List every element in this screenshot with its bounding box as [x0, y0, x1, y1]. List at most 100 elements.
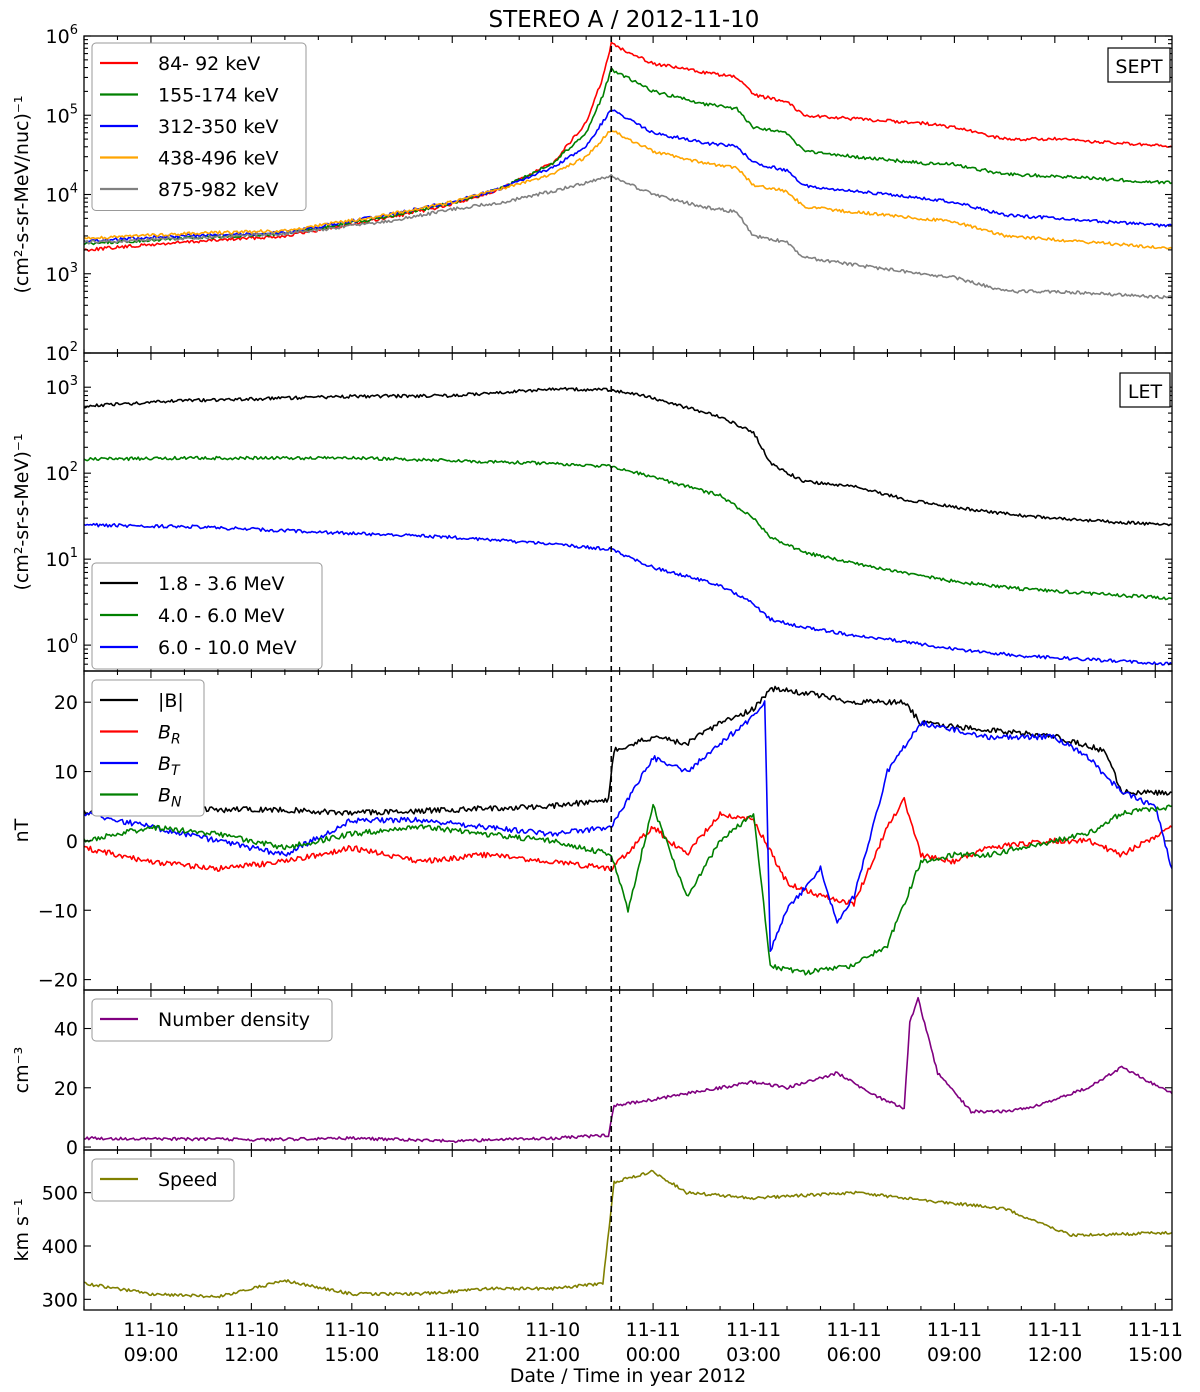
- legend-label-sept-3: 438-496 keV: [158, 148, 278, 170]
- y-axis-label-mag: nT: [11, 818, 33, 842]
- legend-label-sept-1: 155-174 keV: [158, 85, 278, 107]
- y-tick-label-mag-1: −10: [38, 900, 78, 922]
- chart-title: STEREO A / 2012-11-10: [489, 7, 760, 33]
- legend-label-sept-2: 312-350 keV: [158, 116, 278, 138]
- series-line-speed-0: [84, 1169, 1172, 1299]
- y-tick-label-sept-2: 104: [46, 182, 78, 207]
- panel-frame-mag: [83, 670, 1173, 991]
- x-tick-date-3: 11-10: [425, 1319, 480, 1341]
- panel-frame-speed: [83, 1149, 1173, 1311]
- panel-sept: 102 103 104 105 106 (cm²-s-sr-MeV/nuc)⁻¹ SEPT 8…: [11, 23, 1173, 365]
- legend-speed: Speed: [91, 1158, 235, 1202]
- x-tick-date-0: 11-10: [123, 1319, 178, 1341]
- legend-label-sept-4: 875-982 keV: [158, 179, 278, 201]
- series-group-sept: [84, 41, 1172, 300]
- legend-frame-let: [91, 562, 323, 670]
- series-line-let-2: [84, 522, 1172, 666]
- x-tick-date-1: 11-10: [224, 1319, 279, 1341]
- series-line-sept-0: [84, 41, 1172, 252]
- x-axis-title: Date / Time in year 2012: [510, 1365, 747, 1387]
- y-axis-label-sept: (cm²-s-sr-MeV/nuc)⁻¹: [11, 95, 33, 293]
- x-tick-date-6: 11-11: [726, 1319, 781, 1341]
- y-axis-label-let: (cm²-sr-s-MeV)⁻¹: [11, 433, 33, 590]
- legend-mag: |B| BR BT BN: [91, 679, 205, 817]
- instrument-label-sept: SEPT: [1115, 56, 1163, 78]
- x-tick-date-5: 11-11: [625, 1319, 680, 1341]
- instrument-label-box-sept: [1107, 47, 1171, 83]
- x-tick-date-4: 11-10: [525, 1319, 580, 1341]
- x-tick-time-0: 09:00: [124, 1344, 179, 1366]
- panel-speed: 300 400 500 km s⁻¹ Speed: [11, 1149, 1173, 1311]
- legend-let: 1.8 - 3.6 MeV 4.0 - 6.0 MeV 6.0 - 10.0 MeV: [91, 562, 323, 670]
- y-tick-label-mag-0: −20: [38, 970, 78, 992]
- panel-mag: −20 −10 0 10 20 nT |B| BR BT BN: [11, 670, 1173, 992]
- y-tick-label-density-0: 0: [66, 1137, 78, 1159]
- x-tick-time-8: 09:00: [927, 1344, 982, 1366]
- legend-sept: 84- 92 keV 155-174 keV 312-350 keV 438-496 …: [91, 42, 307, 211]
- series-line-let-0: [84, 386, 1172, 527]
- x-tick-date-10: 11-11: [1128, 1319, 1183, 1341]
- legend-label-density-0: Number density: [158, 1009, 310, 1031]
- y-axis-label-speed: km s⁻¹: [11, 1198, 33, 1261]
- legend-label-sept-0: 84- 92 keV: [158, 53, 260, 75]
- panel-let: 100 101 102 103 (cm²-sr-s-MeV)⁻¹ LET 1.8 - 3.6…: [11, 352, 1173, 672]
- x-tick-time-4: 21:00: [525, 1344, 580, 1366]
- y-tick-label-let-3: 103: [46, 374, 78, 399]
- y-tick-label-speed-0: 300: [42, 1289, 78, 1311]
- legend-label-speed-0: Speed: [158, 1169, 218, 1191]
- y-tick-label-mag-2: 0: [66, 831, 78, 853]
- series-group-speed: [84, 1169, 1172, 1299]
- x-tick-time-6: 03:00: [726, 1344, 781, 1366]
- panel-density: 0 20 40 cm⁻³ Number density: [11, 989, 1173, 1159]
- series-line-sept-4: [84, 174, 1172, 300]
- instrument-label-box-let: [1119, 372, 1171, 408]
- legend-label-let-0: 1.8 - 3.6 MeV: [158, 573, 285, 595]
- y-tick-label-mag-4: 20: [54, 692, 78, 714]
- x-tick-time-9: 12:00: [1027, 1344, 1082, 1366]
- y-tick-label-let-2: 102: [46, 460, 78, 485]
- legend-label-mag-1: BR: [158, 722, 181, 748]
- series-line-mag-3: [84, 803, 1172, 976]
- series-line-sept-3: [84, 130, 1172, 250]
- x-tick-time-10: 15:00: [1128, 1344, 1183, 1366]
- x-tick-date-8: 11-11: [927, 1319, 982, 1341]
- x-tick-date-2: 11-10: [324, 1319, 379, 1341]
- x-tick-time-2: 15:00: [324, 1344, 379, 1366]
- series-line-density-0: [84, 996, 1172, 1144]
- y-tick-label-density-1: 20: [54, 1078, 78, 1100]
- series-line-mag-2: [84, 700, 1172, 952]
- y-tick-label-let-0: 100: [46, 632, 78, 657]
- legend-label-mag-0: |B|: [158, 690, 184, 712]
- series-line-let-1: [84, 455, 1172, 601]
- x-tick-time-5: 00:00: [626, 1344, 681, 1366]
- y-tick-label-sept-0: 102: [46, 340, 78, 365]
- x-tick-date-7: 11-11: [826, 1319, 881, 1341]
- x-tick-time-3: 18:00: [425, 1344, 480, 1366]
- y-tick-label-density-2: 40: [54, 1019, 78, 1041]
- y-tick-label-sept-4: 106: [46, 23, 78, 48]
- y-tick-label-sept-3: 105: [46, 102, 78, 127]
- y-tick-label-sept-1: 103: [46, 261, 78, 286]
- instrument-label-let: LET: [1128, 381, 1163, 403]
- series-group-let: [84, 386, 1172, 666]
- legend-label-let-1: 4.0 - 6.0 MeV: [158, 605, 285, 627]
- legend-frame-density: [91, 998, 333, 1042]
- y-tick-label-let-1: 101: [46, 546, 78, 571]
- legend-frame-mag: [91, 679, 205, 817]
- x-tick-date-9: 11-11: [1027, 1319, 1082, 1341]
- legend-frame-speed: [91, 1158, 235, 1202]
- y-tick-label-mag-3: 10: [54, 762, 78, 784]
- series-group-mag: [84, 685, 1172, 976]
- legend-label-let-2: 6.0 - 10.0 MeV: [158, 637, 297, 659]
- x-tick-time-1: 12:00: [224, 1344, 279, 1366]
- legend-label-mag-2: BT: [158, 753, 181, 779]
- legend-label-mag-3: BN: [158, 785, 182, 811]
- series-line-mag-1: [84, 796, 1172, 907]
- y-tick-label-speed-1: 400: [42, 1236, 78, 1258]
- y-tick-label-speed-2: 500: [42, 1183, 78, 1205]
- y-axis-label-density: cm⁻³: [11, 1047, 33, 1094]
- legend-density: Number density: [91, 998, 333, 1042]
- legend-frame-sept: [91, 42, 307, 211]
- series-group-density: [84, 996, 1172, 1144]
